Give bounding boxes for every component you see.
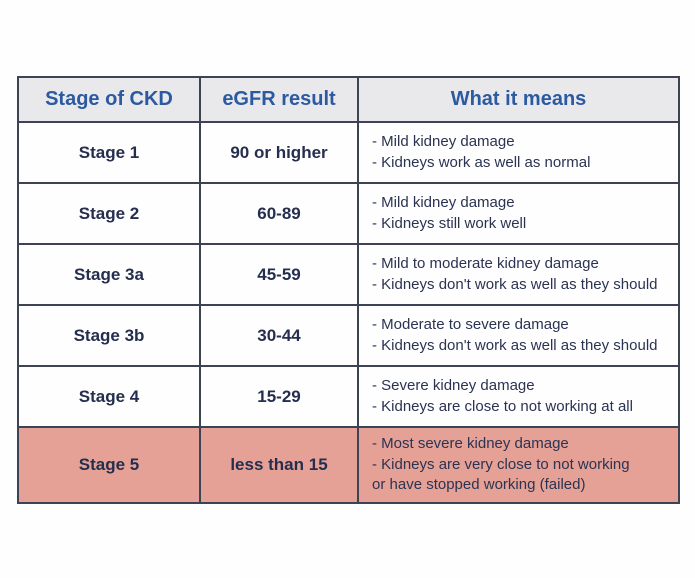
table-row-stage-3b: Stage 3b 30-44 - Moderate to severe dama… bbox=[17, 304, 680, 367]
meaning-line: - Mild to moderate kidney damage bbox=[372, 254, 599, 272]
meaning-cell: - Most severe kidney damage - Kidneys ar… bbox=[357, 425, 680, 505]
meaning-line: - Kidneys don't work as well as they sho… bbox=[372, 336, 658, 354]
meaning-line: - Kidneys are close to not working at al… bbox=[372, 397, 633, 415]
table-row-stage-4: Stage 4 15-29 - Severe kidney damage - K… bbox=[17, 365, 680, 428]
stage-cell: Stage 3b bbox=[17, 304, 201, 367]
stage-cell: Stage 2 bbox=[17, 182, 201, 245]
stage-cell: Stage 1 bbox=[17, 121, 201, 184]
meaning-cell: - Severe kidney damage - Kidneys are clo… bbox=[357, 365, 680, 428]
egfr-cell: less than 15 bbox=[199, 425, 359, 505]
column-header-meaning: What it means bbox=[357, 76, 680, 123]
meaning-cell: - Mild to moderate kidney damage - Kidne… bbox=[357, 243, 680, 306]
meaning-cell: - Moderate to severe damage - Kidneys do… bbox=[357, 304, 680, 367]
meaning-line: - Severe kidney damage bbox=[372, 376, 535, 394]
meaning-line: - Mild kidney damage bbox=[372, 193, 515, 211]
table-row-stage-2: Stage 2 60-89 - Mild kidney damage - Kid… bbox=[17, 182, 680, 245]
stage-cell: Stage 3a bbox=[17, 243, 201, 306]
meaning-line: - Kidneys work as well as normal bbox=[372, 153, 591, 171]
meaning-line: - Most severe kidney damage bbox=[372, 435, 569, 452]
egfr-cell: 60-89 bbox=[199, 182, 359, 245]
egfr-cell: 30-44 bbox=[199, 304, 359, 367]
meaning-line: - Mild kidney damage bbox=[372, 132, 515, 150]
table-row-stage-5: Stage 5 less than 15 - Most severe kidne… bbox=[17, 425, 680, 505]
egfr-cell: 90 or higher bbox=[199, 121, 359, 184]
meaning-line: - Kidneys are very close to not working bbox=[372, 455, 630, 473]
meaning-line-continuation: or have stopped working (failed) bbox=[372, 476, 586, 494]
stage-cell: Stage 4 bbox=[17, 365, 201, 428]
meaning-line: - Moderate to severe damage bbox=[372, 315, 569, 333]
column-header-stage: Stage of CKD bbox=[17, 76, 201, 123]
stage-cell: Stage 5 bbox=[17, 425, 201, 505]
meaning-cell: - Mild kidney damage - Kidneys still wor… bbox=[357, 182, 680, 245]
meaning-cell: - Mild kidney damage - Kidneys work as w… bbox=[357, 121, 680, 184]
table-row-stage-3a: Stage 3a 45-59 - Mild to moderate kidney… bbox=[17, 243, 680, 306]
meaning-line: - Kidneys still work well bbox=[372, 214, 527, 232]
egfr-cell: 15-29 bbox=[199, 365, 359, 428]
meaning-line: - Kidneys don't work as well as they sho… bbox=[372, 275, 658, 293]
egfr-cell: 45-59 bbox=[199, 243, 359, 306]
table-row-stage-1: Stage 1 90 or higher - Mild kidney damag… bbox=[17, 121, 680, 184]
column-header-egfr: eGFR result bbox=[199, 76, 359, 123]
table-header-row: Stage of CKD eGFR result What it means bbox=[17, 76, 680, 123]
ckd-stages-table: Stage of CKD eGFR result What it means S… bbox=[17, 76, 680, 505]
